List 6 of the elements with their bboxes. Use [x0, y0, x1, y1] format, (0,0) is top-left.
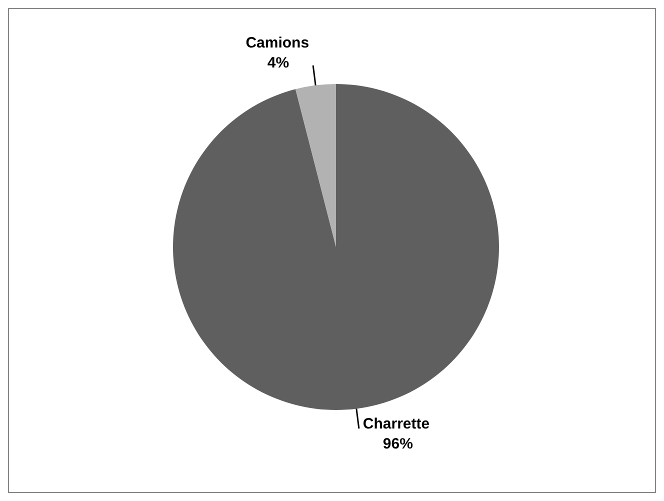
data-label: 4% [267, 54, 290, 72]
pie-slice [295, 84, 336, 247]
slice-label: Charrette [362, 416, 430, 433]
pie-slice [173, 84, 499, 410]
data-label: 96% [382, 436, 413, 453]
slice-label: Camions [246, 34, 310, 52]
